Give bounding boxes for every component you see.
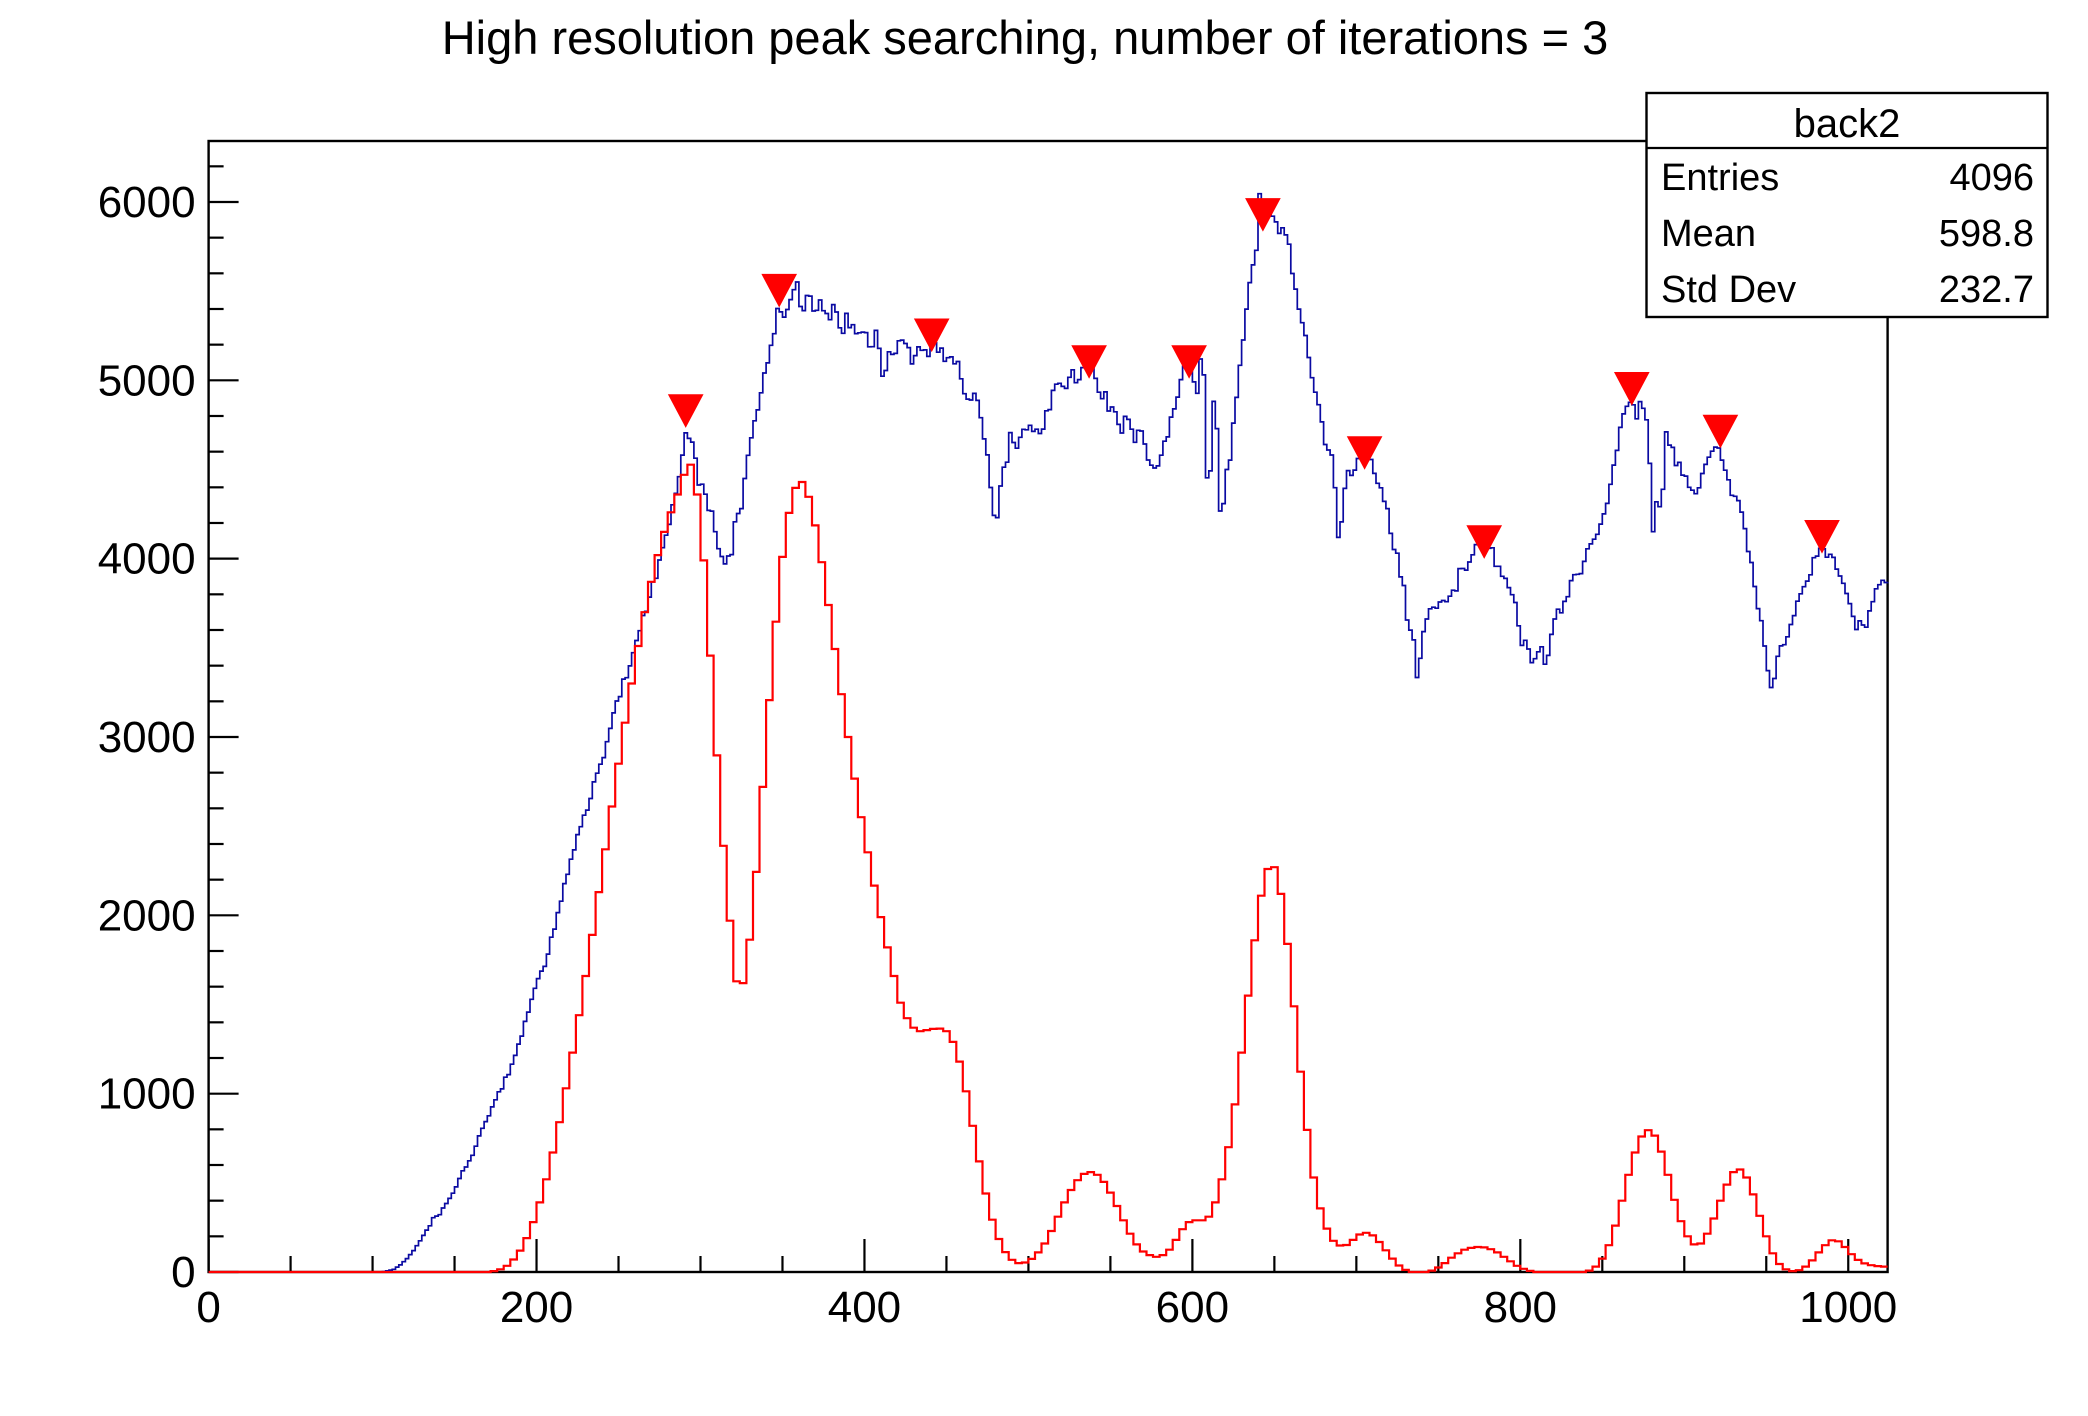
y-axis-tick-label: 3000	[98, 713, 196, 762]
peak-marker-triangle-icon	[1346, 436, 1383, 470]
peak-marker-triangle-icon	[667, 394, 704, 428]
x-axis-tick-label: 600	[1156, 1283, 1229, 1332]
plot-frame	[207, 139, 1889, 1274]
y-axis-tick-label: 5000	[98, 356, 196, 405]
x-axis-tick-label: 0	[196, 1283, 220, 1332]
plot-area: 0 200 400 600 800 1000 0 1000 2000 3000 4000 5000 60…	[98, 139, 1897, 1332]
y-axis-tick-label: 2000	[98, 891, 196, 940]
y-axis-tick-label: 6000	[98, 178, 196, 227]
peak-marker-triangle-icon	[1804, 520, 1840, 554]
peak-marker-triangle-icon	[761, 273, 798, 308]
peak-marker-triangle-icon	[1071, 345, 1107, 379]
stats-label-entries: Entries	[1661, 157, 1779, 199]
y-axis-tick-label: 0	[171, 1248, 195, 1297]
x-axis-tick-label: 1000	[1799, 1283, 1897, 1332]
stats-box: back2 Entries 4096 Mean 598.8 Std Dev 23…	[1645, 91, 2049, 319]
peak-marker-triangle-icon	[913, 318, 950, 353]
stats-box-title: back2	[1794, 102, 1901, 146]
peak-marker-triangle-icon	[1466, 525, 1503, 559]
stats-value-stddev: 232.7	[1939, 269, 2034, 311]
smoothed-spectrum-histogram-line	[208, 463, 1888, 1274]
peak-marker-triangle-icon	[1613, 372, 1650, 406]
y-axis-tick-label: 1000	[98, 1070, 196, 1119]
y-axis-tick-label: 4000	[98, 535, 196, 584]
peak-marker-triangle-icon	[1702, 414, 1739, 449]
peak-marker-triangle-icon	[1171, 345, 1207, 379]
x-axis-tick-label: 800	[1484, 1283, 1557, 1332]
stats-value-mean: 598.8	[1939, 213, 2034, 255]
chart-title: High resolution peak searching, number o…	[442, 11, 1609, 64]
stats-label-mean: Mean	[1661, 213, 1756, 255]
stats-box-frame	[1645, 91, 2049, 319]
peak-marker-triangle-icon	[1245, 198, 1281, 232]
stats-value-entries: 4096	[1949, 157, 2034, 199]
stats-label-stddev: Std Dev	[1661, 269, 1796, 311]
x-axis-tick-label: 400	[828, 1283, 901, 1332]
x-axis-tick-label: 200	[500, 1283, 573, 1332]
